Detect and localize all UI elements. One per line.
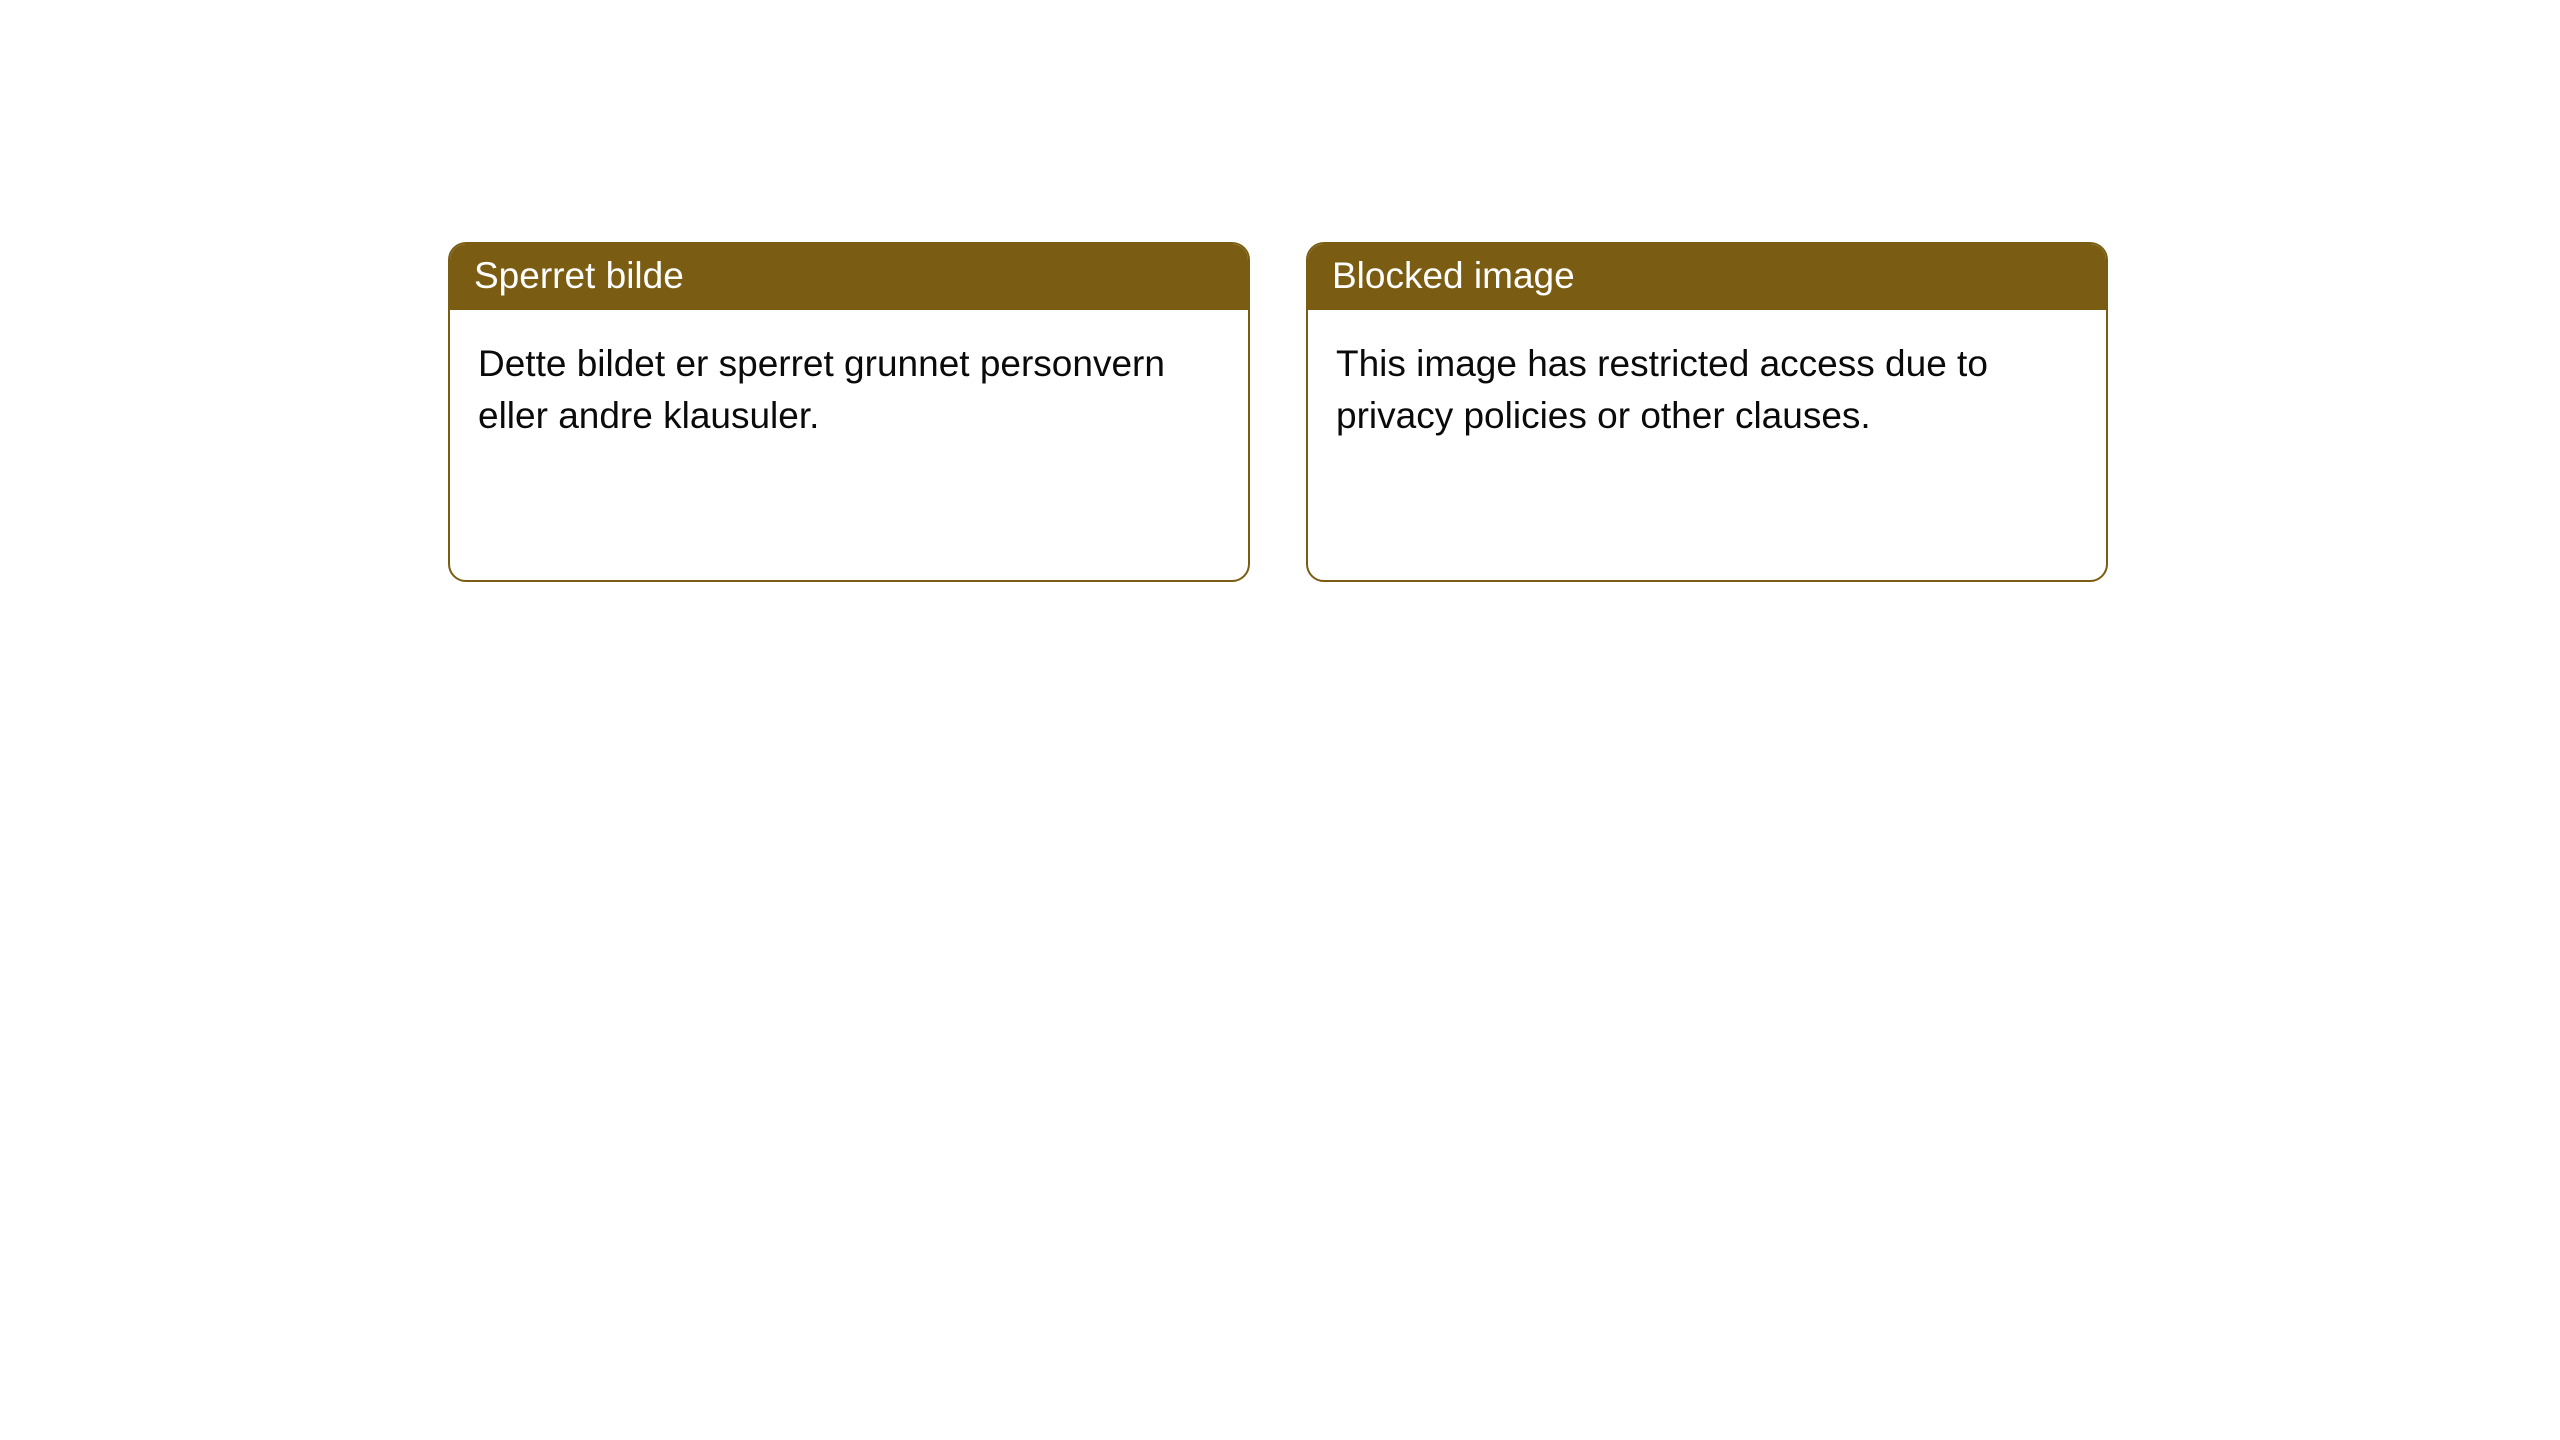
notice-container: Sperret bilde Dette bildet er sperret gr… (0, 0, 2560, 582)
notice-title-norwegian: Sperret bilde (450, 244, 1248, 310)
notice-card-norwegian: Sperret bilde Dette bildet er sperret gr… (448, 242, 1250, 582)
notice-card-english: Blocked image This image has restricted … (1306, 242, 2108, 582)
notice-title-english: Blocked image (1308, 244, 2106, 310)
notice-body-english: This image has restricted access due to … (1308, 310, 2106, 580)
notice-body-norwegian: Dette bildet er sperret grunnet personve… (450, 310, 1248, 580)
